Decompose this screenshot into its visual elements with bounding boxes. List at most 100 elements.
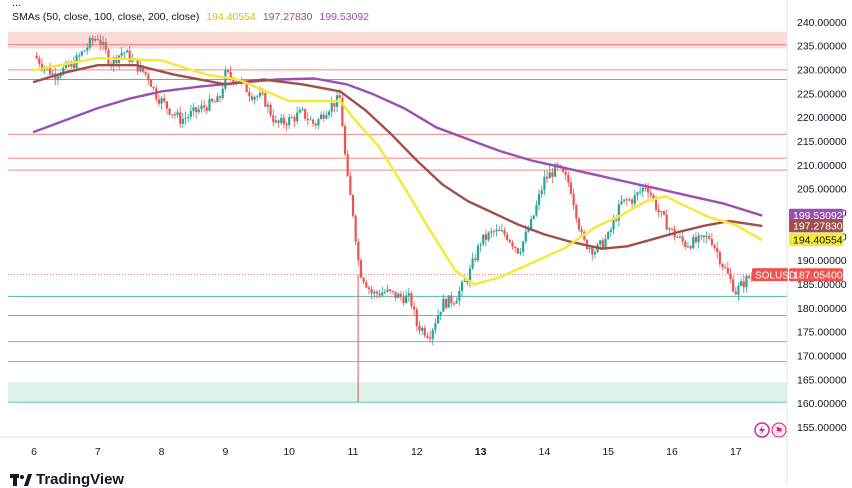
candle-body[interactable] (431, 329, 434, 339)
candle-body[interactable] (62, 67, 65, 75)
candle-body[interactable] (468, 268, 472, 283)
candle-body[interactable] (463, 280, 466, 283)
candle-body[interactable] (537, 194, 541, 205)
candle-body[interactable] (290, 117, 293, 119)
candle-body[interactable] (304, 108, 307, 119)
candle-body[interactable] (545, 176, 549, 179)
candle-body[interactable] (298, 109, 301, 113)
candle-body[interactable] (213, 101, 216, 103)
candle-body[interactable] (644, 187, 647, 189)
candle-body[interactable] (256, 96, 259, 98)
candle-body[interactable] (654, 198, 658, 210)
candle-body[interactable] (51, 73, 54, 75)
candle-body[interactable] (649, 192, 652, 196)
candle-body[interactable] (266, 104, 270, 107)
candle-body[interactable] (224, 70, 227, 89)
candle-body[interactable] (253, 96, 256, 100)
candle-body[interactable] (80, 51, 83, 56)
candle-body[interactable] (564, 171, 567, 175)
sma50-line[interactable] (32, 56, 763, 286)
candle-body[interactable] (378, 293, 381, 296)
candle-body[interactable] (593, 252, 597, 255)
candle-body[interactable] (99, 39, 102, 45)
candle-body[interactable] (686, 246, 690, 248)
candle-body[interactable] (423, 327, 426, 336)
candle-body[interactable] (173, 114, 176, 116)
candle-body[interactable] (575, 205, 578, 219)
candle-body[interactable] (551, 172, 554, 177)
candle-body[interactable] (306, 118, 309, 121)
candle-body[interactable] (258, 92, 262, 97)
sma200-line[interactable] (32, 77, 763, 217)
candle-body[interactable] (476, 245, 480, 261)
candle-body[interactable] (102, 42, 105, 45)
candle-body[interactable] (498, 229, 501, 231)
candle-body[interactable] (35, 55, 38, 59)
candle-body[interactable] (484, 234, 488, 240)
candle-body[interactable] (641, 187, 644, 192)
candle-body[interactable] (524, 231, 527, 242)
candle-body[interactable] (189, 111, 192, 117)
candle-body[interactable] (277, 120, 280, 124)
candle-body[interactable] (391, 290, 394, 292)
candle-body[interactable] (697, 235, 700, 243)
candle-body[interactable] (221, 88, 224, 98)
candle-body[interactable] (248, 92, 251, 97)
candle-body[interactable] (591, 247, 594, 255)
candle-body[interactable] (710, 238, 713, 245)
candle-body[interactable] (495, 229, 498, 232)
candle-body[interactable] (689, 246, 692, 249)
candle-body[interactable] (171, 114, 174, 116)
candle-body[interactable] (676, 236, 679, 238)
candle-body[interactable] (181, 118, 184, 124)
candle-body[interactable] (317, 119, 320, 126)
candle-body[interactable] (394, 291, 397, 299)
candle-body[interactable] (96, 39, 99, 41)
candle-body[interactable] (203, 105, 206, 108)
candle-body[interactable] (285, 123, 288, 126)
candle-body[interactable] (556, 164, 559, 166)
candle-body[interactable] (681, 236, 684, 242)
candle-body[interactable] (322, 114, 325, 119)
candle-body[interactable] (349, 176, 352, 196)
candle-body[interactable] (745, 275, 748, 288)
candle-body[interactable] (740, 281, 743, 286)
candle-body[interactable] (157, 99, 161, 104)
candle-body[interactable] (70, 62, 73, 67)
candle-body[interactable] (665, 214, 668, 230)
candle-body[interactable] (652, 195, 655, 199)
candle-body[interactable] (490, 231, 493, 233)
candle-body[interactable] (567, 174, 570, 183)
candle-body[interactable] (729, 273, 732, 280)
candle-body[interactable] (72, 62, 75, 69)
candle-body[interactable] (232, 77, 235, 83)
candle-body[interactable] (312, 119, 315, 124)
candle-body[interactable] (455, 300, 458, 304)
candle-body[interactable] (410, 293, 413, 307)
candle-body[interactable] (713, 244, 716, 249)
candle-body[interactable] (128, 50, 131, 63)
candle-body[interactable] (662, 211, 666, 215)
candle-body[interactable] (264, 93, 267, 107)
candle-body[interactable] (561, 167, 565, 172)
candle-body[interactable] (200, 105, 203, 110)
sma100-line[interactable] (32, 64, 763, 250)
candle-body[interactable] (530, 219, 533, 230)
candle-body[interactable] (330, 102, 333, 112)
candle-body[interactable] (492, 231, 495, 233)
candle-body[interactable] (211, 98, 214, 102)
candle-body[interactable] (615, 219, 618, 221)
candle-body[interactable] (742, 281, 745, 288)
candle-body[interactable] (447, 295, 450, 308)
candle-body[interactable] (320, 114, 323, 120)
candle-body[interactable] (120, 52, 123, 56)
candle-body[interactable] (250, 96, 254, 100)
candle-body[interactable] (684, 241, 687, 247)
candle-body[interactable] (718, 252, 721, 264)
candle-body[interactable] (620, 201, 623, 205)
candle-body[interactable] (500, 230, 503, 232)
candle-body[interactable] (187, 116, 190, 118)
candle-body[interactable] (428, 337, 432, 339)
candle-body[interactable] (617, 204, 620, 221)
